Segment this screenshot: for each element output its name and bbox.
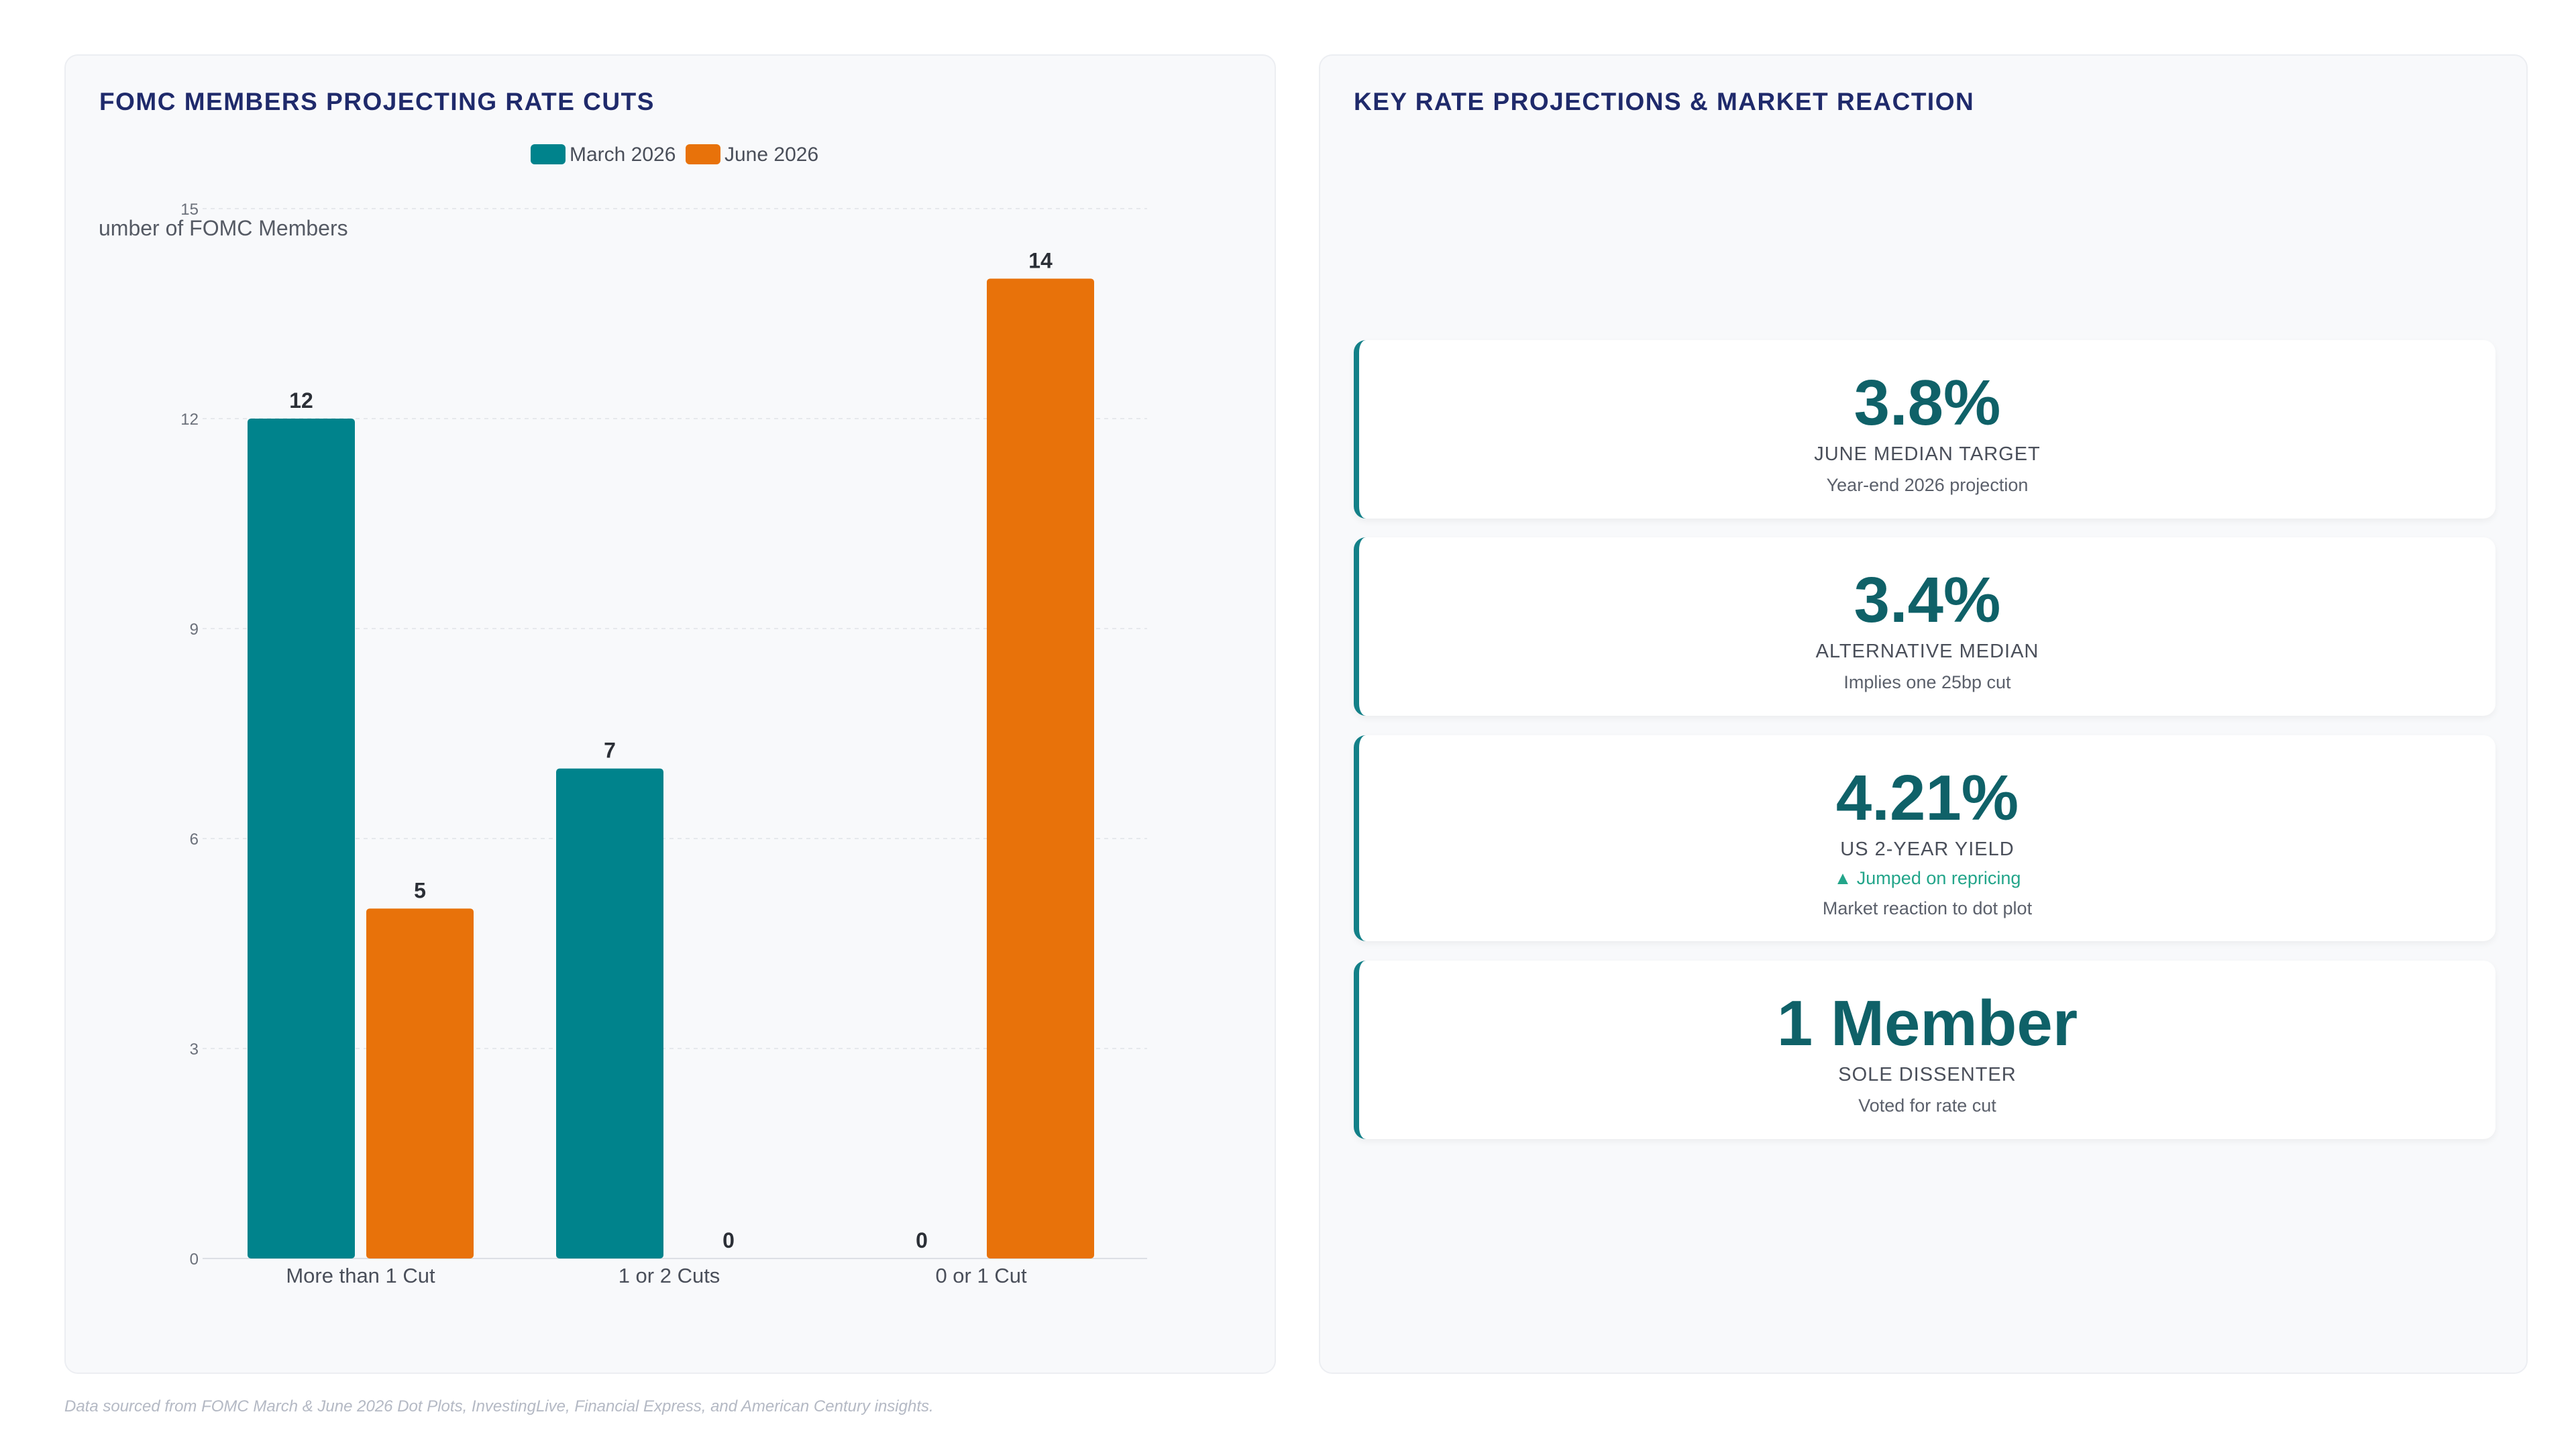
bar-value-label: 5 [414, 878, 426, 902]
bar [987, 278, 1094, 1258]
kpi-subtext: Year-end 2026 projection [1826, 475, 2029, 495]
bar [556, 768, 663, 1258]
y-tick-label: 12 [180, 411, 199, 429]
kpi-label: ALTERNATIVE MEDIAN [1815, 641, 2039, 662]
kpi-label: SOLE DISSENTER [1838, 1064, 2017, 1085]
y-tick-label: 9 [190, 621, 199, 639]
legend-label: March 2026 [570, 144, 676, 166]
chart-panel: 0 3 6 9 12 15 umber of FOMC Members March 2026 J… [64, 54, 1276, 1374]
x-tick-label: More than 1 Cut [286, 1264, 435, 1287]
x-tick-label: 0 or 1 Cut [935, 1264, 1027, 1287]
kpi-panel: KEY RATE PROJECTIONS & MARKET REACTION 3… [1319, 54, 2528, 1374]
y-axis-title: umber of FOMC Members [99, 216, 348, 240]
kpi-value: 4.21% [1835, 762, 2019, 834]
x-tick-label: 1 or 2 Cuts [619, 1264, 720, 1287]
source-footnote: Data sourced from FOMC March & June 2026… [64, 1397, 934, 1415]
kpi-subtext: Market reaction to dot plot [1822, 898, 2033, 918]
kpi-value: 3.8% [1854, 367, 2001, 439]
bar-value-label: 12 [289, 388, 313, 413]
kpi-card-us-2yr-yield: 4.21% US 2-YEAR YIELD ▲ Jumped on repric… [1354, 735, 2496, 941]
y-tick-label: 15 [180, 201, 199, 219]
kpi-subtext: Implies one 25bp cut [1843, 672, 2011, 692]
bar-value-label: 14 [1028, 248, 1053, 272]
kpi-label: JUNE MEDIAN TARGET [1814, 443, 2041, 465]
kpi-card-june-median: 3.8% JUNE MEDIAN TARGET Year-end 2026 pr… [1354, 340, 2496, 519]
kpi-trend-note: ▲ Jumped on repricing [1359, 869, 2496, 888]
kpi-card-alternative-median: 3.4% ALTERNATIVE MEDIAN Implies one 25bp… [1354, 537, 2496, 716]
bar [248, 419, 355, 1258]
kpi-card-sole-dissenter: 1 Member SOLE DISSENTER Voted for rate c… [1354, 961, 2496, 1139]
trend-up-text: ▲ Jumped on repricing [1833, 868, 2021, 888]
y-tick-label: 3 [190, 1040, 199, 1059]
bar-value-label: 7 [604, 739, 616, 763]
bar-value-label: 0 [916, 1228, 928, 1252]
y-tick-label: 6 [190, 830, 199, 849]
kpi-subtext: Voted for rate cut [1858, 1095, 1996, 1116]
y-tick-label: 0 [190, 1250, 199, 1269]
kpi-label: US 2-YEAR YIELD [1840, 839, 2015, 860]
legend-swatch [531, 144, 566, 164]
kpi-value: 3.4% [1854, 564, 2001, 636]
bar [366, 908, 474, 1258]
kpi-value: 1 Member [1776, 987, 2078, 1059]
kpi-panel-title: KEY RATE PROJECTIONS & MARKET REACTION [1354, 88, 1975, 115]
chart-panel-title: FOMC MEMBERS PROJECTING RATE CUTS [99, 88, 655, 115]
bar-value-label: 0 [722, 1228, 735, 1252]
legend-label: June 2026 [724, 144, 818, 166]
legend-swatch [686, 144, 720, 164]
